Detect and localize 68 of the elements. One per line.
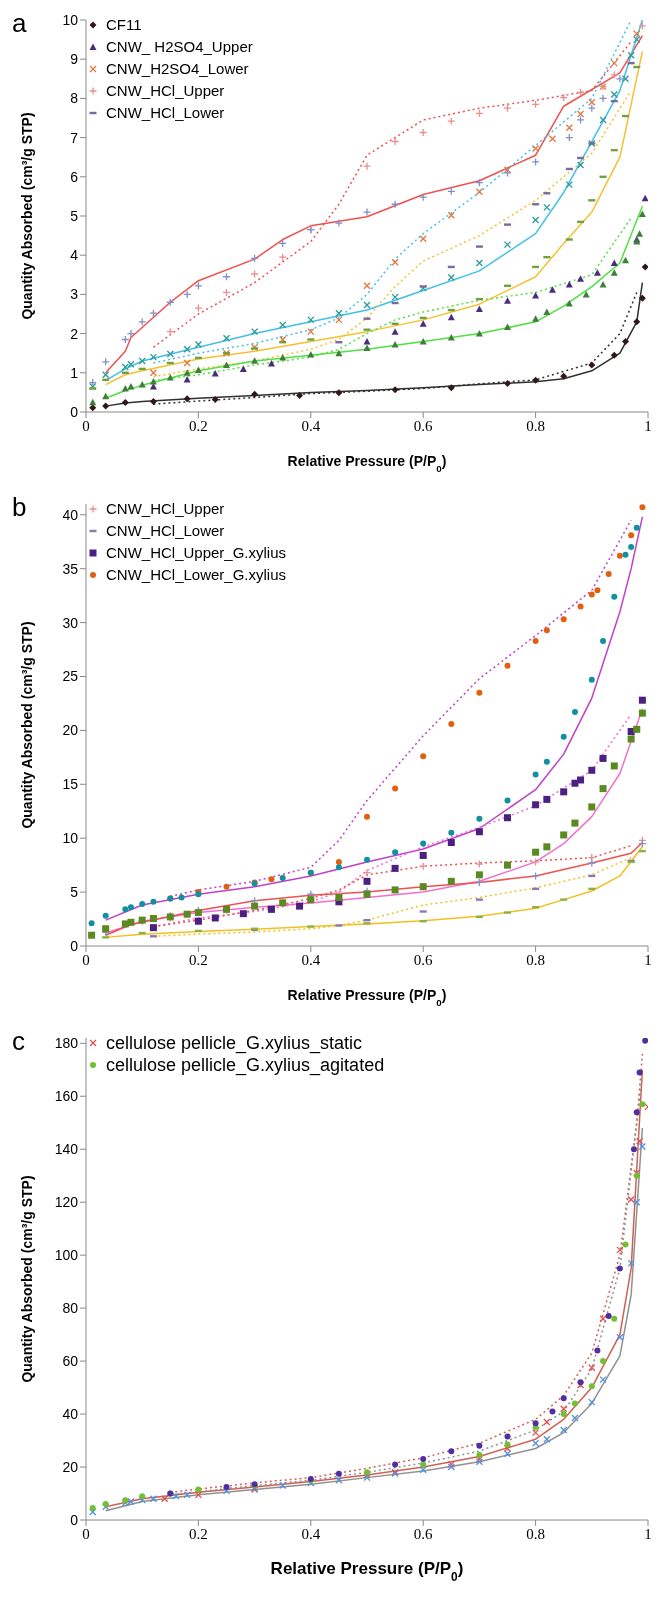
legend-label: CNW_ H2SO4_Upper xyxy=(106,37,253,57)
legend-label: CNW_HCl_Upper xyxy=(106,81,225,101)
x-tick-label: 0 xyxy=(82,1525,90,1542)
legend-label: CNW_H2SO4_Lower xyxy=(106,59,249,79)
y-tick-label: 10 xyxy=(62,11,79,28)
x-tick-label: 0.4 xyxy=(301,417,321,434)
y-tick-label: 7 xyxy=(70,129,79,146)
x-tick-label: 0.2 xyxy=(189,417,208,434)
y-tick-label: 1 xyxy=(70,364,79,381)
chart-title: c xyxy=(12,1026,25,1057)
x-axis-title: Relative Pressure (P/P$_{0}$) xyxy=(287,453,447,474)
x-tick-label: 0.6 xyxy=(413,417,434,434)
legend-label: CNW_HCl_Lower xyxy=(106,103,225,123)
y-tick-label: 60 xyxy=(62,1353,79,1370)
y-tick-label: 15 xyxy=(62,776,79,793)
x-tick-label: 1 xyxy=(644,1525,652,1542)
y-tick-label: 20 xyxy=(62,1459,79,1475)
legend-label: cellulose pellicle_G.xylius_agitated xyxy=(106,1054,385,1076)
y-tick-label: 0 xyxy=(70,1511,79,1528)
chart-title: a xyxy=(12,8,27,39)
y-tick-label: 30 xyxy=(62,614,79,631)
x-tick-label: 0.4 xyxy=(301,951,321,968)
chart-title: b xyxy=(12,492,27,523)
x-tick-label: 0 xyxy=(82,951,90,968)
legend-label: CF11 xyxy=(106,15,142,35)
y-tick-label: 8 xyxy=(70,90,79,107)
y-tick-label: 180 xyxy=(54,1035,79,1052)
x-tick-label: 0.4 xyxy=(301,1525,321,1542)
x-tick-label: 0.6 xyxy=(413,951,434,968)
y-tick-label: 4 xyxy=(70,247,79,264)
x-tick-label: 0.6 xyxy=(413,1525,434,1542)
y-axis-title: Quantity Absorbed (cm³/g STP) xyxy=(19,621,35,829)
y-tick-label: 5 xyxy=(70,207,79,224)
x-tick-label: 0.8 xyxy=(526,1525,545,1542)
y-tick-label: 40 xyxy=(62,1406,79,1423)
y-tick-label: 160 xyxy=(54,1088,79,1105)
x-tick-label: 0 xyxy=(82,417,90,434)
y-tick-label: 3 xyxy=(70,286,79,303)
y-tick-label: 120 xyxy=(54,1194,79,1211)
y-tick-label: 40 xyxy=(62,506,79,523)
x-tick-label: 0.8 xyxy=(526,951,545,968)
x-axis-title: Relative Pressure (P/P$_{0}$) xyxy=(287,987,447,1008)
x-tick-label: 1 xyxy=(644,417,652,434)
legend-label: cellulose pellicle_G.xylius_static xyxy=(106,1032,363,1054)
y-tick-label: 0 xyxy=(70,937,79,954)
y-axis-title: Quantity Absorbed (cm³/g STP) xyxy=(19,1175,35,1383)
legend-label: CNW_HCl_Lower xyxy=(106,521,225,541)
x-tick-label: 1 xyxy=(644,951,652,968)
x-axis-title: Relative Pressure (P/P$_{0}$) xyxy=(270,1559,464,1584)
x-tick-label: 0.2 xyxy=(189,1525,208,1542)
x-tick-label: 0.8 xyxy=(526,417,545,434)
y-tick-label: 80 xyxy=(62,1300,79,1317)
y-tick-label: 9 xyxy=(70,51,79,68)
y-tick-label: 25 xyxy=(62,668,79,685)
y-tick-label: 2 xyxy=(70,325,79,342)
y-tick-label: 0 xyxy=(70,403,79,420)
legend-label: CNW_HCl_Upper_G.xylius xyxy=(106,543,287,563)
y-axis-title: Quantity Absorbed (cm³/g STP) xyxy=(19,112,35,320)
y-tick-label: 10 xyxy=(62,830,79,847)
x-tick-label: 0.2 xyxy=(189,951,208,968)
y-tick-label: 5 xyxy=(70,884,79,901)
y-tick-label: 140 xyxy=(54,1141,79,1158)
legend-label: CNW_HCl_Upper xyxy=(106,499,225,519)
y-tick-label: 20 xyxy=(62,722,79,739)
y-tick-label: 6 xyxy=(70,168,79,185)
y-tick-label: 35 xyxy=(62,560,79,577)
legend-label: CNW_HCl_Lower_G.xylius xyxy=(106,565,287,585)
y-tick-label: 100 xyxy=(54,1247,79,1264)
